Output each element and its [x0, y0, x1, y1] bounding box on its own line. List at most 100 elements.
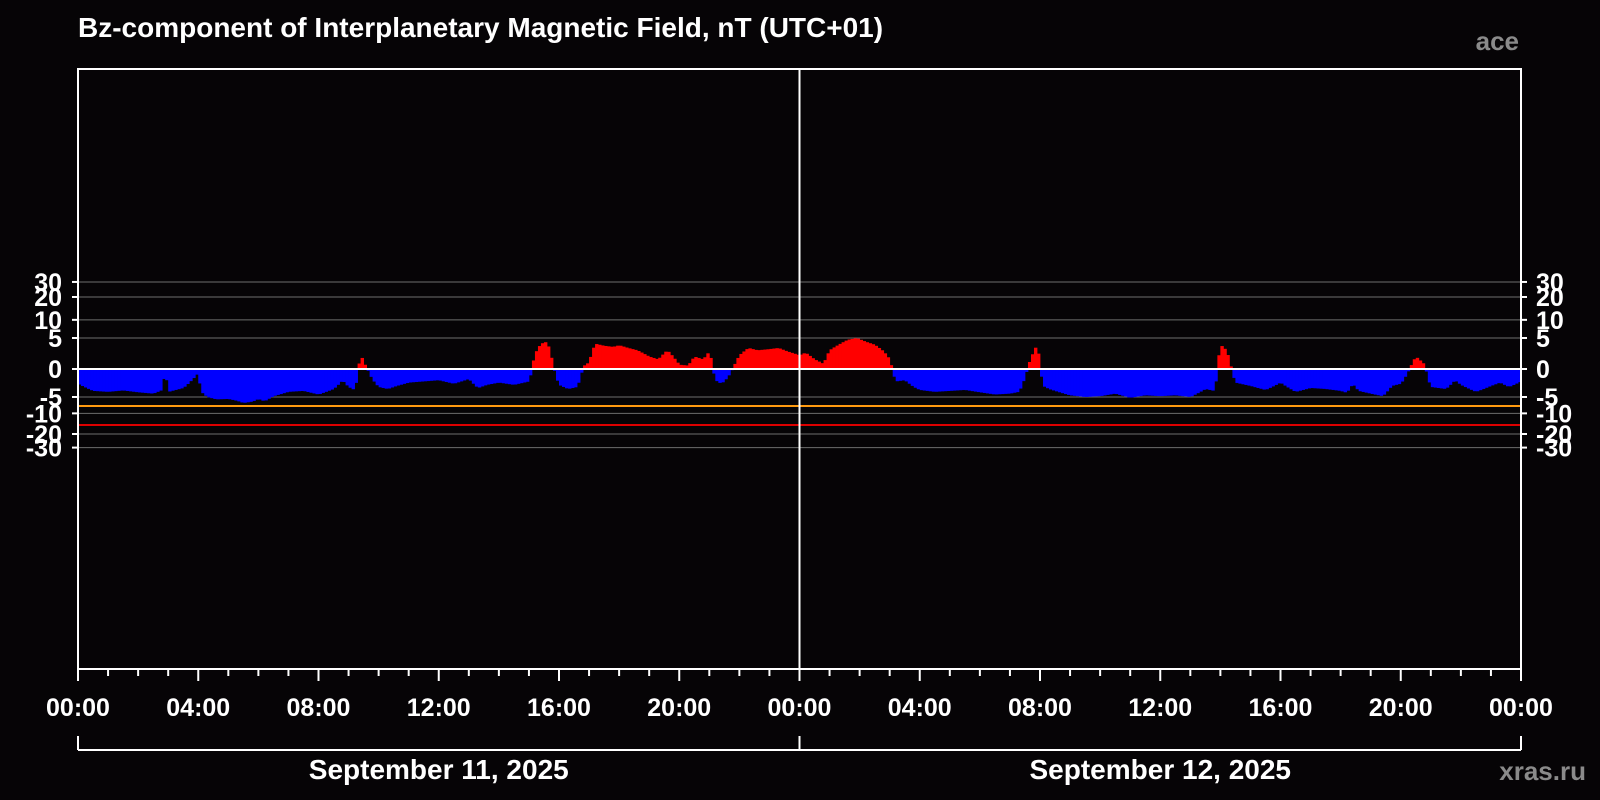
x-tick-label: 08:00 [287, 694, 351, 722]
bz-bar [1457, 369, 1462, 384]
bz-bar [1430, 369, 1435, 388]
bz-bar [709, 357, 713, 369]
bz-bar [853, 338, 858, 369]
bz-bar [237, 369, 241, 402]
bz-bar [880, 350, 885, 369]
bz-bar [637, 351, 641, 369]
bz-bar [1033, 347, 1038, 369]
bz-bar [171, 369, 175, 391]
bz-bar [1262, 369, 1266, 390]
bz-bar [1175, 369, 1179, 396]
bz-bar [1373, 369, 1378, 395]
bz-bar [1415, 357, 1420, 369]
bz-bar [589, 356, 593, 369]
bz-bar [1481, 369, 1486, 389]
bz-bar [312, 369, 316, 394]
bz-bar [1136, 369, 1140, 397]
bz-bar [1484, 369, 1489, 388]
bz-bar [201, 369, 205, 394]
bz-bar [1424, 369, 1429, 372]
bz-bar [1475, 369, 1480, 392]
bz-bar [153, 369, 157, 394]
bz-bar [357, 363, 361, 369]
bz-bar [862, 341, 867, 369]
bz-bar [174, 369, 178, 390]
bz-bar [790, 352, 794, 369]
bz-bar [1148, 369, 1152, 396]
bz-bar [285, 369, 289, 393]
bz-bar [1097, 369, 1101, 397]
bz-bar [198, 369, 202, 384]
bz-bar [562, 369, 566, 387]
x-tick-label: 04:00 [888, 694, 952, 722]
bz-bar [769, 348, 773, 369]
bz-bar [1067, 369, 1071, 395]
bz-bar [354, 369, 358, 383]
y-tick-label-left: 10 [34, 307, 62, 335]
bz-bar [492, 369, 497, 384]
bz-bar [1505, 369, 1510, 387]
bz-bar [877, 347, 882, 369]
bz-bar [925, 369, 930, 391]
bz-bar [568, 369, 572, 389]
bz-bar [652, 357, 656, 369]
bz-bar [342, 369, 346, 383]
bz-bar [634, 349, 638, 369]
bz-bar [291, 369, 295, 392]
bz-bar [613, 346, 617, 369]
bz-bar [1364, 369, 1369, 393]
bz-bar [640, 352, 644, 369]
bz-bar [1271, 369, 1275, 387]
bz-bar [1352, 369, 1357, 386]
bz-bar [1241, 369, 1245, 385]
bz-bar [231, 369, 235, 400]
bz-bar [871, 344, 876, 369]
bz-bar [1355, 369, 1360, 390]
bz-bar [1079, 369, 1083, 397]
bz-bar [1172, 369, 1176, 396]
bz-bar [165, 369, 169, 381]
x-tick-label: 12:00 [407, 694, 471, 722]
bz-bar [778, 348, 782, 369]
bz-bar [531, 360, 536, 369]
bz-bar [1343, 369, 1348, 393]
bz-bar [435, 369, 440, 381]
bz-bar [1190, 369, 1194, 397]
bz-bar [826, 353, 830, 369]
bz-bar [901, 369, 906, 381]
bz-bar [1024, 369, 1029, 372]
x-tick-label: 04:00 [166, 694, 230, 722]
bz-bar [1412, 359, 1417, 369]
y-tick-label-left: 20 [34, 284, 62, 312]
bz-bar [1085, 369, 1089, 397]
bz-bar [102, 369, 106, 392]
bz-bar [522, 369, 527, 383]
bz-bar [607, 346, 611, 369]
bz-bar [898, 369, 903, 381]
y-tick-label-left: 0 [48, 356, 62, 384]
bz-bar [835, 345, 839, 369]
bz-bar [1313, 369, 1317, 389]
bz-bar [1040, 369, 1044, 377]
bz-bar [399, 369, 404, 385]
bz-bar [513, 369, 518, 385]
bz-bar [543, 342, 548, 369]
bz-bar [1064, 369, 1068, 395]
bz-bar [1127, 369, 1131, 398]
bz-bar [985, 369, 990, 394]
bz-bar [580, 369, 584, 373]
bz-bar [516, 369, 521, 384]
bz-bar [1259, 369, 1263, 389]
bz-bar [336, 369, 340, 385]
bz-bar [1154, 369, 1158, 396]
bz-bar [1214, 369, 1218, 382]
bz-bar [694, 357, 698, 369]
bz-bar [1319, 369, 1323, 389]
bz-bar [477, 369, 482, 388]
bz-series-area [78, 338, 1522, 403]
bz-bar [931, 369, 936, 392]
bz-bar [685, 365, 689, 369]
bz-bar [688, 363, 692, 369]
bz-bar [300, 369, 304, 391]
